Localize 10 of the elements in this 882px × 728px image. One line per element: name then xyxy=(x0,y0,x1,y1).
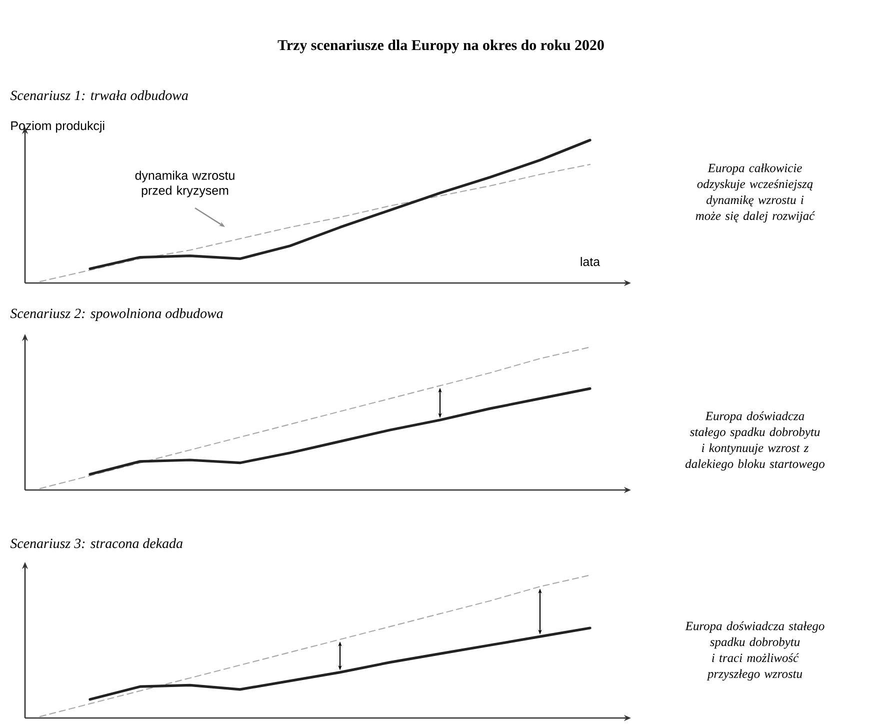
y-axis-title: Poziom produkcji xyxy=(11,120,104,133)
text: Europa doświadcza stałego spadku dobrobytu i kontynuuje wzrost z dalekiego bloku startowego xyxy=(686,411,825,471)
text: Europa całkowicie odzyskuje wcześniejszą dynamikę wzrostu i może się dalej rozwijać xyxy=(696,163,815,223)
chart-title: Scenariusz 2: spowolniona odbudowa xyxy=(10,308,223,321)
chart-subtitle: Scenariusz 1: trwała odbudowa xyxy=(10,90,188,100)
chart-title: Trzy scenariusze dla Europy na okres do roku 2020 xyxy=(278,40,604,54)
x-axis-title: lata xyxy=(580,256,600,266)
chart-title: Scenariusz 3: stracona dekada xyxy=(10,538,182,548)
annotation: dynamika wzrostu przed kryzysem xyxy=(135,170,234,198)
text: Europa doświadcza stałego spadku dobrobytu i traci możliwość przyszłego wzrostu xyxy=(685,621,824,681)
